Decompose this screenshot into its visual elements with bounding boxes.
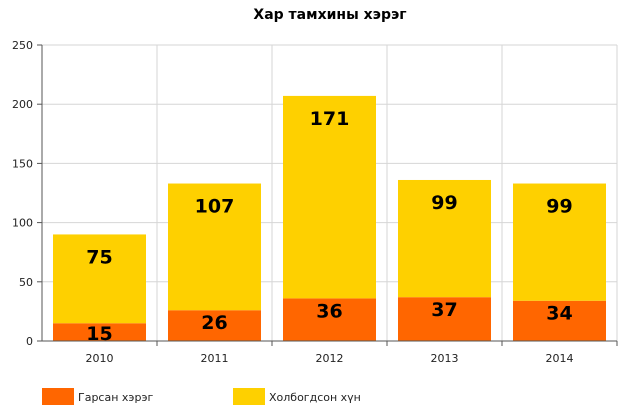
data-label: 37 — [431, 299, 457, 321]
bar-segment — [168, 183, 261, 311]
data-label: 99 — [546, 196, 572, 218]
bar-segment — [283, 298, 376, 341]
data-label: 34 — [546, 303, 572, 325]
y-tick-labels: 0 50 100 150 200 250 — [12, 39, 33, 348]
bar-segment — [513, 183, 606, 301]
bars — [53, 95, 606, 341]
legend-swatch — [42, 388, 74, 405]
x-tick-label: 2011 — [201, 352, 229, 365]
y-tick-label: 150 — [12, 157, 33, 170]
chart-title: Хар тамхины хэрэг — [253, 7, 406, 23]
x-tick-labels: 2010 2011 2012 2013 2014 — [86, 352, 574, 365]
bar-segment — [513, 300, 606, 341]
data-label: 75 — [86, 246, 112, 268]
x-tick-label: 2014 — [546, 352, 574, 365]
y-tick-label: 50 — [19, 276, 33, 289]
y-tick-label: 200 — [12, 98, 33, 111]
bar-segment — [53, 234, 146, 324]
data-label: 26 — [201, 312, 227, 334]
data-label: 99 — [431, 192, 457, 214]
legend-label: Гарсан хэрэг — [78, 391, 153, 404]
y-tick-label: 250 — [12, 39, 33, 52]
legend-label: Холбогдсон хүн — [269, 391, 361, 404]
x-tick-label: 2010 — [86, 352, 114, 365]
bar-segment — [398, 179, 491, 298]
bar-segment — [53, 323, 146, 341]
axes — [37, 44, 618, 346]
legend-swatch — [233, 388, 265, 405]
data-label: 15 — [86, 323, 112, 345]
y-tick-label: 0 — [26, 335, 33, 348]
bar-segment — [168, 310, 261, 341]
x-tick-label: 2013 — [431, 352, 459, 365]
data-label: 107 — [195, 196, 235, 218]
data-labels: 15 75 26 107 36 171 37 99 34 99 — [86, 108, 572, 345]
x-tick-label: 2012 — [316, 352, 344, 365]
bar-segment — [283, 95, 376, 299]
data-label: 171 — [310, 108, 350, 130]
bar-segment — [398, 297, 491, 341]
legend: Гарсан хэрэг Холбогдсон хүн — [42, 388, 361, 405]
data-label: 36 — [316, 300, 342, 322]
y-tick-label: 100 — [12, 217, 33, 230]
